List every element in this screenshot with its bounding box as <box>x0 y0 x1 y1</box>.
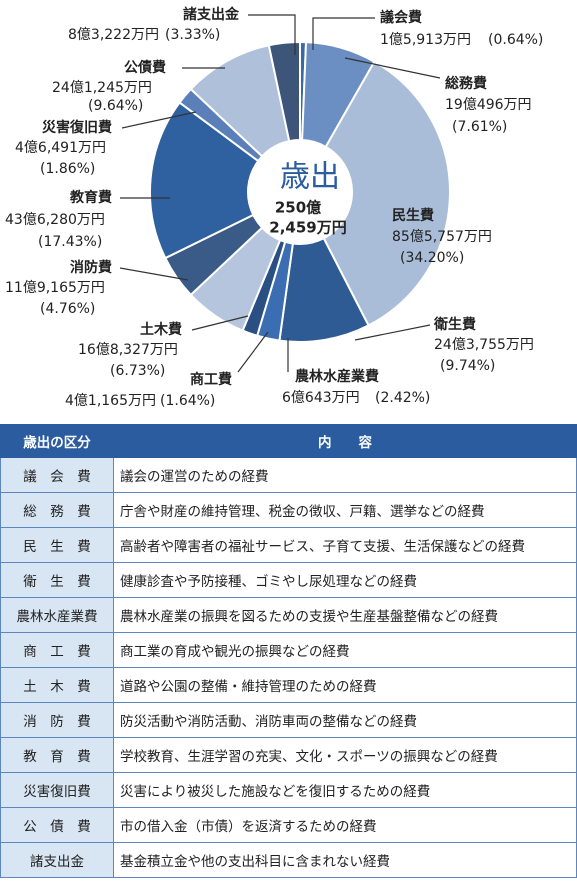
table-row: 諸支出金 基金積立金や他の支出科目に含まれない経費 <box>0 842 577 878</box>
table-row: 衛 生 費健康診査や予防接種、ゴミやし尿処理などの経費 <box>0 562 577 598</box>
value-label: (1.86%) <box>40 161 95 177</box>
slice-amount: 24億3,755万円 <box>434 337 534 353</box>
description-cell: 商工業の育成や観光の振興などの経費 <box>113 632 577 668</box>
slice-label: 総務費 <box>445 75 487 92</box>
value-label: (6.73%) <box>110 363 165 379</box>
leader <box>312 17 375 50</box>
table-row: 公 債 費市の借入金（市債）を返済するための経費 <box>0 807 577 843</box>
slice-label: 諸支出金 <box>183 6 240 23</box>
center-amount: 250億 <box>275 199 321 217</box>
description-cell: 農林水産業の振興を図るための支援や生産基盤整備などの経費 <box>113 597 577 633</box>
slice-amount: 8億3,222万円 <box>68 27 159 43</box>
value-label: (4.76%) <box>40 301 95 317</box>
center-amount: 2,459万円 <box>269 219 346 237</box>
category-cell: 諸支出金 <box>0 842 114 878</box>
category-cell: 土 木 費 <box>0 667 114 703</box>
table-row: 民 生 費高齢者や障害者の福祉サービス、子育て支援、生活保護などの経費 <box>0 527 577 563</box>
description-cell: 議会の運営のための経費 <box>113 457 577 493</box>
value-label: (1.64%) <box>160 393 215 409</box>
table-header: 歳出の区分 <box>0 424 114 458</box>
slice-amount: 4億6,491万円 <box>15 140 106 156</box>
description-cell: 市の借入金（市債）を返済するための経費 <box>113 807 577 843</box>
description-cell: 基金積立金や他の支出科目に含まれない経費 <box>113 842 577 878</box>
value-label: (9.74%) <box>440 358 495 374</box>
slice-amount: 43億6,280万円 <box>5 212 105 228</box>
table-row: 消 防 費防災活動や消防活動、消防車両の整備などの経費 <box>0 702 577 738</box>
description-cell: 道路や公園の整備・維持管理のための経費 <box>113 667 577 703</box>
category-cell: 商 工 費 <box>0 632 114 668</box>
value-label: (2.42%) <box>375 390 430 406</box>
value-label: (9.64%) <box>88 98 143 114</box>
slice-amount: 24億1,245万円 <box>52 80 152 96</box>
slice-label: 土木費 <box>140 321 182 338</box>
leader <box>237 331 269 373</box>
slice-label: 公債費 <box>124 59 166 76</box>
table: 歳出の区分 内 容 議 会 費議会の運営のための経費総 務 費庁舎や財産の維持管… <box>0 424 577 878</box>
slice-label: 商工費 <box>190 371 232 388</box>
value-label: (7.61%) <box>452 119 507 135</box>
chart: 歳出 250億 2,459万円 議会費 1億5,913万円 (0.64%) 総務費 19億49… <box>5 6 543 409</box>
description-cell: 学校教育、生涯学習の充実、文化・スポーツの振興などの経費 <box>113 737 577 773</box>
category-cell: 災害復旧費 <box>0 772 114 808</box>
leader <box>119 267 189 281</box>
description-cell: 防災活動や消防活動、消防車両の整備などの経費 <box>113 702 577 738</box>
slice-amount: 4億1,165万円 <box>65 393 156 409</box>
slice-amount: 11億9,165万円 <box>5 280 105 296</box>
leader-lines <box>119 14 441 373</box>
value-label: (0.64%) <box>488 32 543 48</box>
category-cell: 教 育 費 <box>0 737 114 773</box>
category-cell: 民 生 費 <box>0 527 114 563</box>
category-cell: 衛 生 費 <box>0 562 114 598</box>
category-cell: 総 務 費 <box>0 492 114 528</box>
slice-label: 民生費 <box>392 207 434 224</box>
leader <box>354 324 431 341</box>
table-header: 内 容 <box>113 424 577 458</box>
slice-label: 教育費 <box>70 189 112 206</box>
description-cell: 健康診査や予防接種、ゴミやし尿処理などの経費 <box>113 562 577 598</box>
category-cell: 消 防 費 <box>0 702 114 738</box>
slice-amount: 16億8,327万円 <box>78 342 178 358</box>
value-label: (3.33%) <box>165 27 220 43</box>
description-cell: 高齢者や障害者の福祉サービス、子育て支援、生活保護などの経費 <box>113 527 577 563</box>
slice-amount: 1億5,913万円 <box>380 32 471 48</box>
leader <box>248 14 296 55</box>
center-title: 歳出 <box>280 160 340 195</box>
slice-amount: 6億643万円 <box>282 390 360 406</box>
category-cell: 公 債 費 <box>0 807 114 843</box>
table-row: 土 木 費道路や公園の整備・維持管理のための経費 <box>0 667 577 703</box>
table-row: 農林水産業費 農林水産業の振興を図るための支援や生産基盤整備などの経費 <box>0 597 577 633</box>
table-row: 商 工 費商工業の育成や観光の振興などの経費 <box>0 632 577 668</box>
table-row: 災害復旧費 災害により被災した施設などを復旧するための経費 <box>0 772 577 808</box>
slice-label: 農林水産業費 <box>295 368 379 385</box>
slice-amount: 85億5,757万円 <box>392 229 492 245</box>
slice-label: 衛生費 <box>433 316 476 333</box>
slice-label: 消防費 <box>70 259 112 276</box>
category-cell: 農林水産業費 <box>0 597 114 633</box>
table-row: 議 会 費議会の運営のための経費 <box>0 457 577 493</box>
slice-amount: 19億496万円 <box>445 97 532 113</box>
value-label: (34.20%) <box>400 250 464 266</box>
table-row: 総 務 費庁舎や財産の維持管理、税金の徴収、戸籍、選挙などの経費 <box>0 492 577 528</box>
leader <box>191 315 249 331</box>
pie-slice <box>267 40 301 143</box>
pie-slice <box>322 60 451 327</box>
leader <box>121 111 197 129</box>
slice-label: 災害復旧費 <box>42 119 112 136</box>
slice-label: 議会費 <box>380 9 422 26</box>
description-cell: 災害により被災した施設などを復旧するための経費 <box>113 772 577 808</box>
table-row: 教 育 費学校教育、生涯学習の充実、文化・スポーツの振興などの経費 <box>0 737 577 773</box>
value-label: (17.43%) <box>38 234 102 250</box>
category-cell: 議 会 費 <box>0 457 114 493</box>
leader <box>344 57 441 79</box>
description-cell: 庁舎や財産の維持管理、税金の徴収、戸籍、選挙などの経費 <box>113 492 577 528</box>
